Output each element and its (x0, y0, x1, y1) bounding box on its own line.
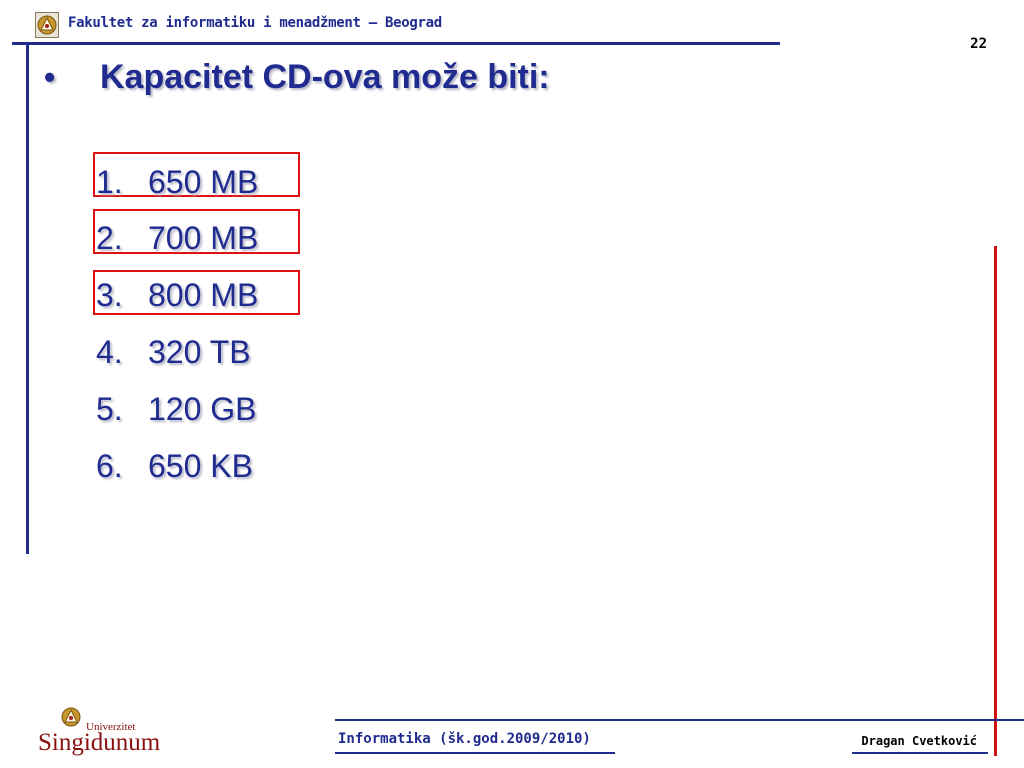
page-number: 22 (970, 36, 987, 52)
right-vertical-divider (994, 246, 997, 756)
course-label: Informatika (šk.god.2009/2010) (338, 731, 591, 747)
option-item: 5. 120 GB (96, 381, 496, 437)
bullet-icon: • (44, 58, 56, 95)
option-text: 320 TB (148, 333, 251, 370)
slide-title: Kapacitet CD-ova može biti: (100, 57, 550, 96)
option-text: 650 KB (148, 447, 253, 484)
option-number: 5. (96, 390, 123, 427)
option-item: 4. 320 TB (96, 324, 496, 380)
option-text: 800 MB (148, 276, 259, 313)
answer-highlight-box (93, 209, 300, 254)
answer-highlight-box (93, 270, 300, 315)
option-text: 650 MB (148, 163, 259, 200)
answer-highlight-box (93, 152, 300, 197)
crest-icon (61, 707, 81, 727)
footer-divider (335, 719, 1024, 721)
author-underline (852, 752, 988, 754)
option-number: 1. (96, 163, 123, 200)
option-item: 1. 650 MB (96, 154, 496, 210)
option-item: 3. 800 MB (96, 267, 496, 323)
header-divider (12, 42, 780, 45)
option-number: 3. (96, 276, 123, 313)
option-text: 120 GB (148, 390, 257, 427)
course-underline (335, 752, 615, 754)
option-item: 6. 650 KB (96, 438, 496, 494)
slide-title-row: • Kapacitet CD-ova može biti: (44, 54, 550, 100)
author-label: Dragan Cvetković (861, 734, 977, 748)
option-text: 700 MB (148, 219, 259, 256)
university-logo-icon (35, 12, 59, 38)
option-item: 2. 700 MB (96, 210, 496, 266)
option-number: 4. (96, 333, 123, 370)
faculty-header: Fakultet za informatiku i menadžment – B… (68, 15, 442, 31)
svg-text:Univerzitet: Univerzitet (86, 721, 135, 733)
singidunum-logo: Univerzitet Singidunum (38, 706, 178, 758)
svg-text:Singidunum: Singidunum (38, 729, 161, 756)
option-number: 6. (96, 447, 123, 484)
left-vertical-divider (26, 42, 29, 554)
option-number: 2. (96, 219, 123, 256)
